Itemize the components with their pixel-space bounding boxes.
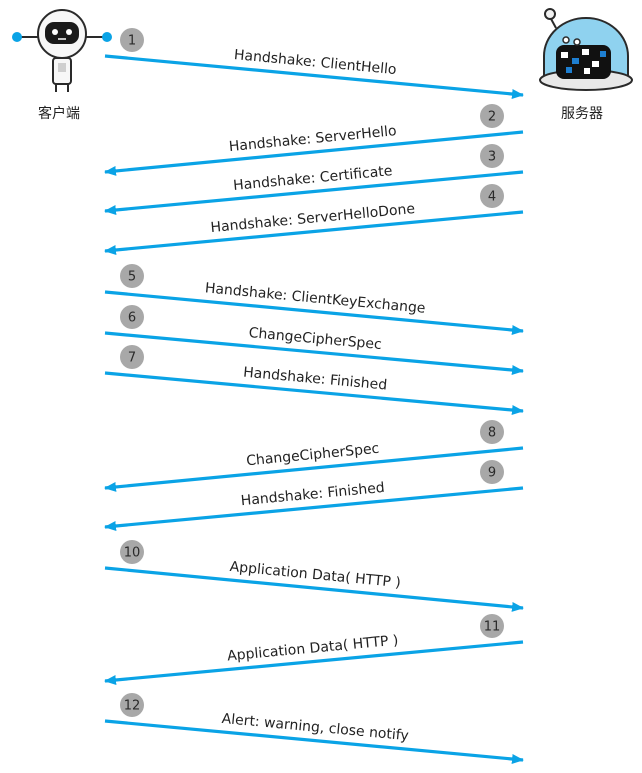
step-number: 1 bbox=[128, 34, 136, 49]
message-arrow bbox=[104, 371, 524, 415]
server-dome-icon bbox=[539, 8, 633, 91]
message-3: 3 Handshake: Certificate bbox=[104, 144, 524, 215]
message-arrow bbox=[104, 331, 524, 375]
client-label: 客户端 bbox=[38, 106, 80, 122]
step-badge bbox=[120, 264, 144, 288]
message-label: Application Data( HTTP ) bbox=[227, 633, 400, 665]
message-label: Handshake: ClientHello bbox=[233, 47, 397, 78]
step-badge bbox=[480, 614, 504, 638]
step-number: 9 bbox=[488, 466, 496, 481]
message-1: 1 Handshake: ClientHello bbox=[104, 28, 524, 99]
message-arrow bbox=[104, 210, 524, 255]
step-badge bbox=[120, 305, 144, 329]
step-number: 11 bbox=[484, 620, 501, 635]
step-badge bbox=[480, 184, 504, 208]
message-10: 10 Application Data( HTTP ) bbox=[104, 540, 524, 612]
message-label: Application Data( HTTP ) bbox=[229, 559, 402, 591]
message-arrow bbox=[104, 130, 524, 176]
step-number: 4 bbox=[488, 190, 496, 205]
step-badge bbox=[120, 693, 144, 717]
step-number: 5 bbox=[128, 270, 136, 285]
step-badge bbox=[480, 144, 504, 168]
message-label: Handshake: Finished bbox=[240, 480, 385, 509]
step-number: 10 bbox=[124, 546, 141, 561]
step-number: 8 bbox=[488, 426, 496, 441]
client-robot-icon bbox=[12, 9, 112, 92]
message-2: 2 Handshake: ServerHello bbox=[104, 104, 524, 176]
step-number: 6 bbox=[128, 311, 136, 326]
step-badge bbox=[120, 345, 144, 369]
message-arrow bbox=[104, 290, 524, 335]
message-label: Handshake: Finished bbox=[243, 365, 388, 394]
step-number: 12 bbox=[124, 699, 141, 714]
message-arrow bbox=[104, 486, 524, 531]
step-number: 7 bbox=[128, 351, 136, 366]
message-9: 9 Handshake: Finished bbox=[104, 460, 524, 531]
message-arrow bbox=[104, 170, 524, 215]
step-number: 3 bbox=[488, 150, 496, 165]
message-arrow bbox=[104, 719, 524, 764]
message-label: Handshake: ServerHello bbox=[228, 123, 397, 155]
step-badge bbox=[480, 104, 504, 128]
message-11: 11 Application Data( HTTP ) bbox=[104, 614, 524, 685]
step-number: 2 bbox=[488, 110, 496, 125]
step-badge bbox=[480, 460, 504, 484]
message-arrow bbox=[104, 446, 524, 492]
message-arrow bbox=[104, 640, 524, 685]
step-badge bbox=[480, 420, 504, 444]
message-7: 7 Handshake: Finished bbox=[104, 345, 524, 415]
message-arrow bbox=[104, 566, 524, 612]
step-badge bbox=[120, 540, 144, 564]
step-badge bbox=[120, 28, 144, 52]
message-arrow bbox=[104, 54, 524, 99]
message-label: Handshake: Certificate bbox=[233, 163, 394, 194]
server-label: 服务器 bbox=[561, 106, 603, 122]
